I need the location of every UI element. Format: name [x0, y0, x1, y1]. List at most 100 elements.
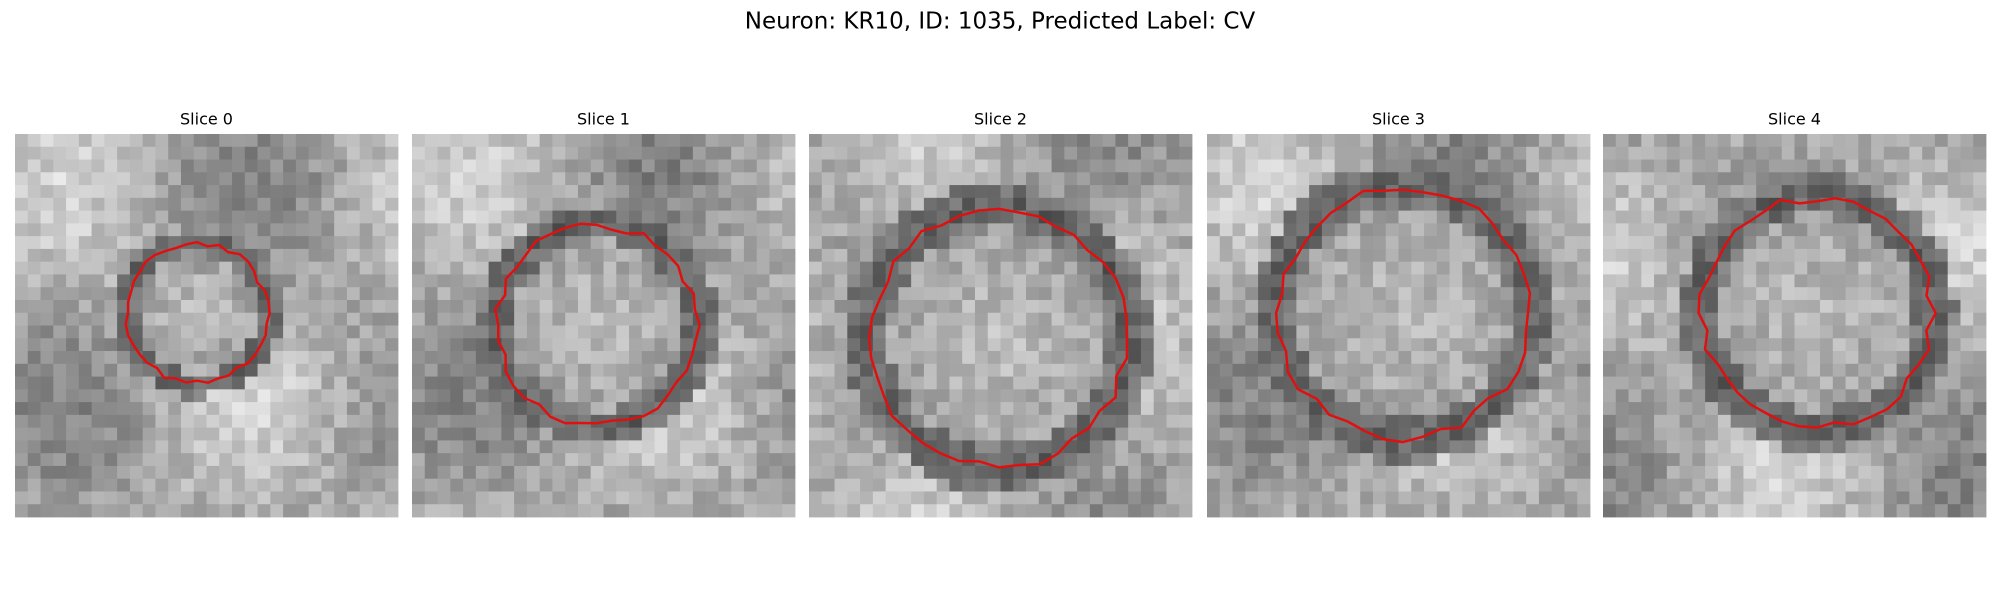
pixel [1756, 363, 1770, 377]
pixel [756, 478, 770, 492]
pixel [321, 159, 335, 173]
pixel [1449, 236, 1463, 250]
pixel [1768, 363, 1783, 377]
pixel [769, 453, 783, 467]
pixel [475, 414, 489, 429]
panel-title: Slice 0 [180, 110, 233, 129]
pixel [1666, 159, 1680, 173]
pixel [180, 504, 195, 518]
pixel [1051, 185, 1065, 199]
pixel [1564, 159, 1578, 173]
pixel [1321, 376, 1336, 390]
pixel [219, 159, 233, 173]
pixel [232, 389, 246, 403]
pixel [40, 172, 54, 186]
pixel [1424, 248, 1438, 263]
pixel [1207, 351, 1221, 365]
pixel [1794, 376, 1808, 390]
pixel [1411, 338, 1425, 352]
pixel [372, 248, 386, 263]
pixel [257, 363, 271, 377]
pixel [1807, 427, 1821, 441]
pixel [1038, 389, 1052, 403]
pixel [15, 402, 29, 416]
pixel [872, 274, 886, 288]
pixel [1705, 325, 1719, 339]
pixel [91, 146, 105, 160]
pixel [1398, 159, 1412, 173]
pixel [437, 223, 451, 237]
pixel [616, 376, 630, 390]
pixel [514, 134, 528, 148]
pixel [437, 440, 451, 454]
pixel [1641, 261, 1655, 275]
pixel [1717, 134, 1732, 148]
pixel [1871, 338, 1885, 352]
pixel [1064, 261, 1078, 275]
pixel [962, 440, 976, 454]
pixel [1475, 134, 1489, 148]
pixel [1973, 478, 1987, 492]
pixel [1628, 248, 1642, 263]
pixel [705, 453, 719, 467]
pixel [1922, 427, 1936, 441]
pixel [1820, 389, 1834, 403]
pixel [731, 491, 745, 505]
pixel [552, 197, 566, 211]
pixel [1102, 197, 1116, 211]
pixel [180, 248, 195, 263]
pixel [180, 351, 195, 365]
pixel [1064, 453, 1078, 467]
pixel [731, 210, 745, 224]
pixel [1283, 491, 1297, 505]
pixel [1603, 351, 1617, 365]
pixel [27, 248, 41, 263]
pixel [1283, 299, 1297, 314]
pixel [1115, 453, 1129, 467]
pixel [40, 478, 54, 492]
pixel [1449, 172, 1463, 186]
pixel [1270, 414, 1284, 429]
pixel [1038, 325, 1052, 339]
pixel [1641, 146, 1655, 160]
pixel [1398, 389, 1412, 403]
pixel [1321, 236, 1336, 250]
pixel [1449, 299, 1463, 314]
pixel [1538, 504, 1553, 518]
pixel [1166, 134, 1180, 148]
pixel [1807, 172, 1821, 186]
pixel [40, 338, 54, 352]
pixel [40, 325, 54, 339]
pixel [244, 465, 258, 480]
pixel [1398, 440, 1412, 454]
pixel [1475, 491, 1489, 505]
pixel [488, 236, 502, 250]
pixel [424, 363, 438, 377]
pixel [1115, 210, 1129, 224]
pixel [1245, 159, 1259, 173]
pixel [1077, 440, 1091, 454]
pixel [769, 146, 783, 160]
pixel [1077, 172, 1091, 186]
pixel [539, 134, 553, 148]
pixel [385, 146, 399, 160]
pixel [1270, 197, 1284, 211]
pixel [526, 248, 541, 263]
pixel [782, 338, 796, 352]
pixel [270, 440, 284, 454]
pixel [1385, 236, 1399, 250]
pixel [1922, 248, 1936, 263]
pixel [590, 363, 604, 377]
pixel [1756, 440, 1770, 454]
pixel [577, 440, 592, 454]
pixel [142, 299, 156, 314]
pixel [1807, 236, 1821, 250]
pixel [437, 287, 451, 301]
pixel [180, 274, 195, 288]
pixel [66, 414, 80, 429]
pixel [1166, 312, 1180, 326]
pixel [78, 363, 92, 377]
pixel [1115, 146, 1129, 160]
pixel [372, 389, 386, 403]
pixel [1411, 363, 1425, 377]
